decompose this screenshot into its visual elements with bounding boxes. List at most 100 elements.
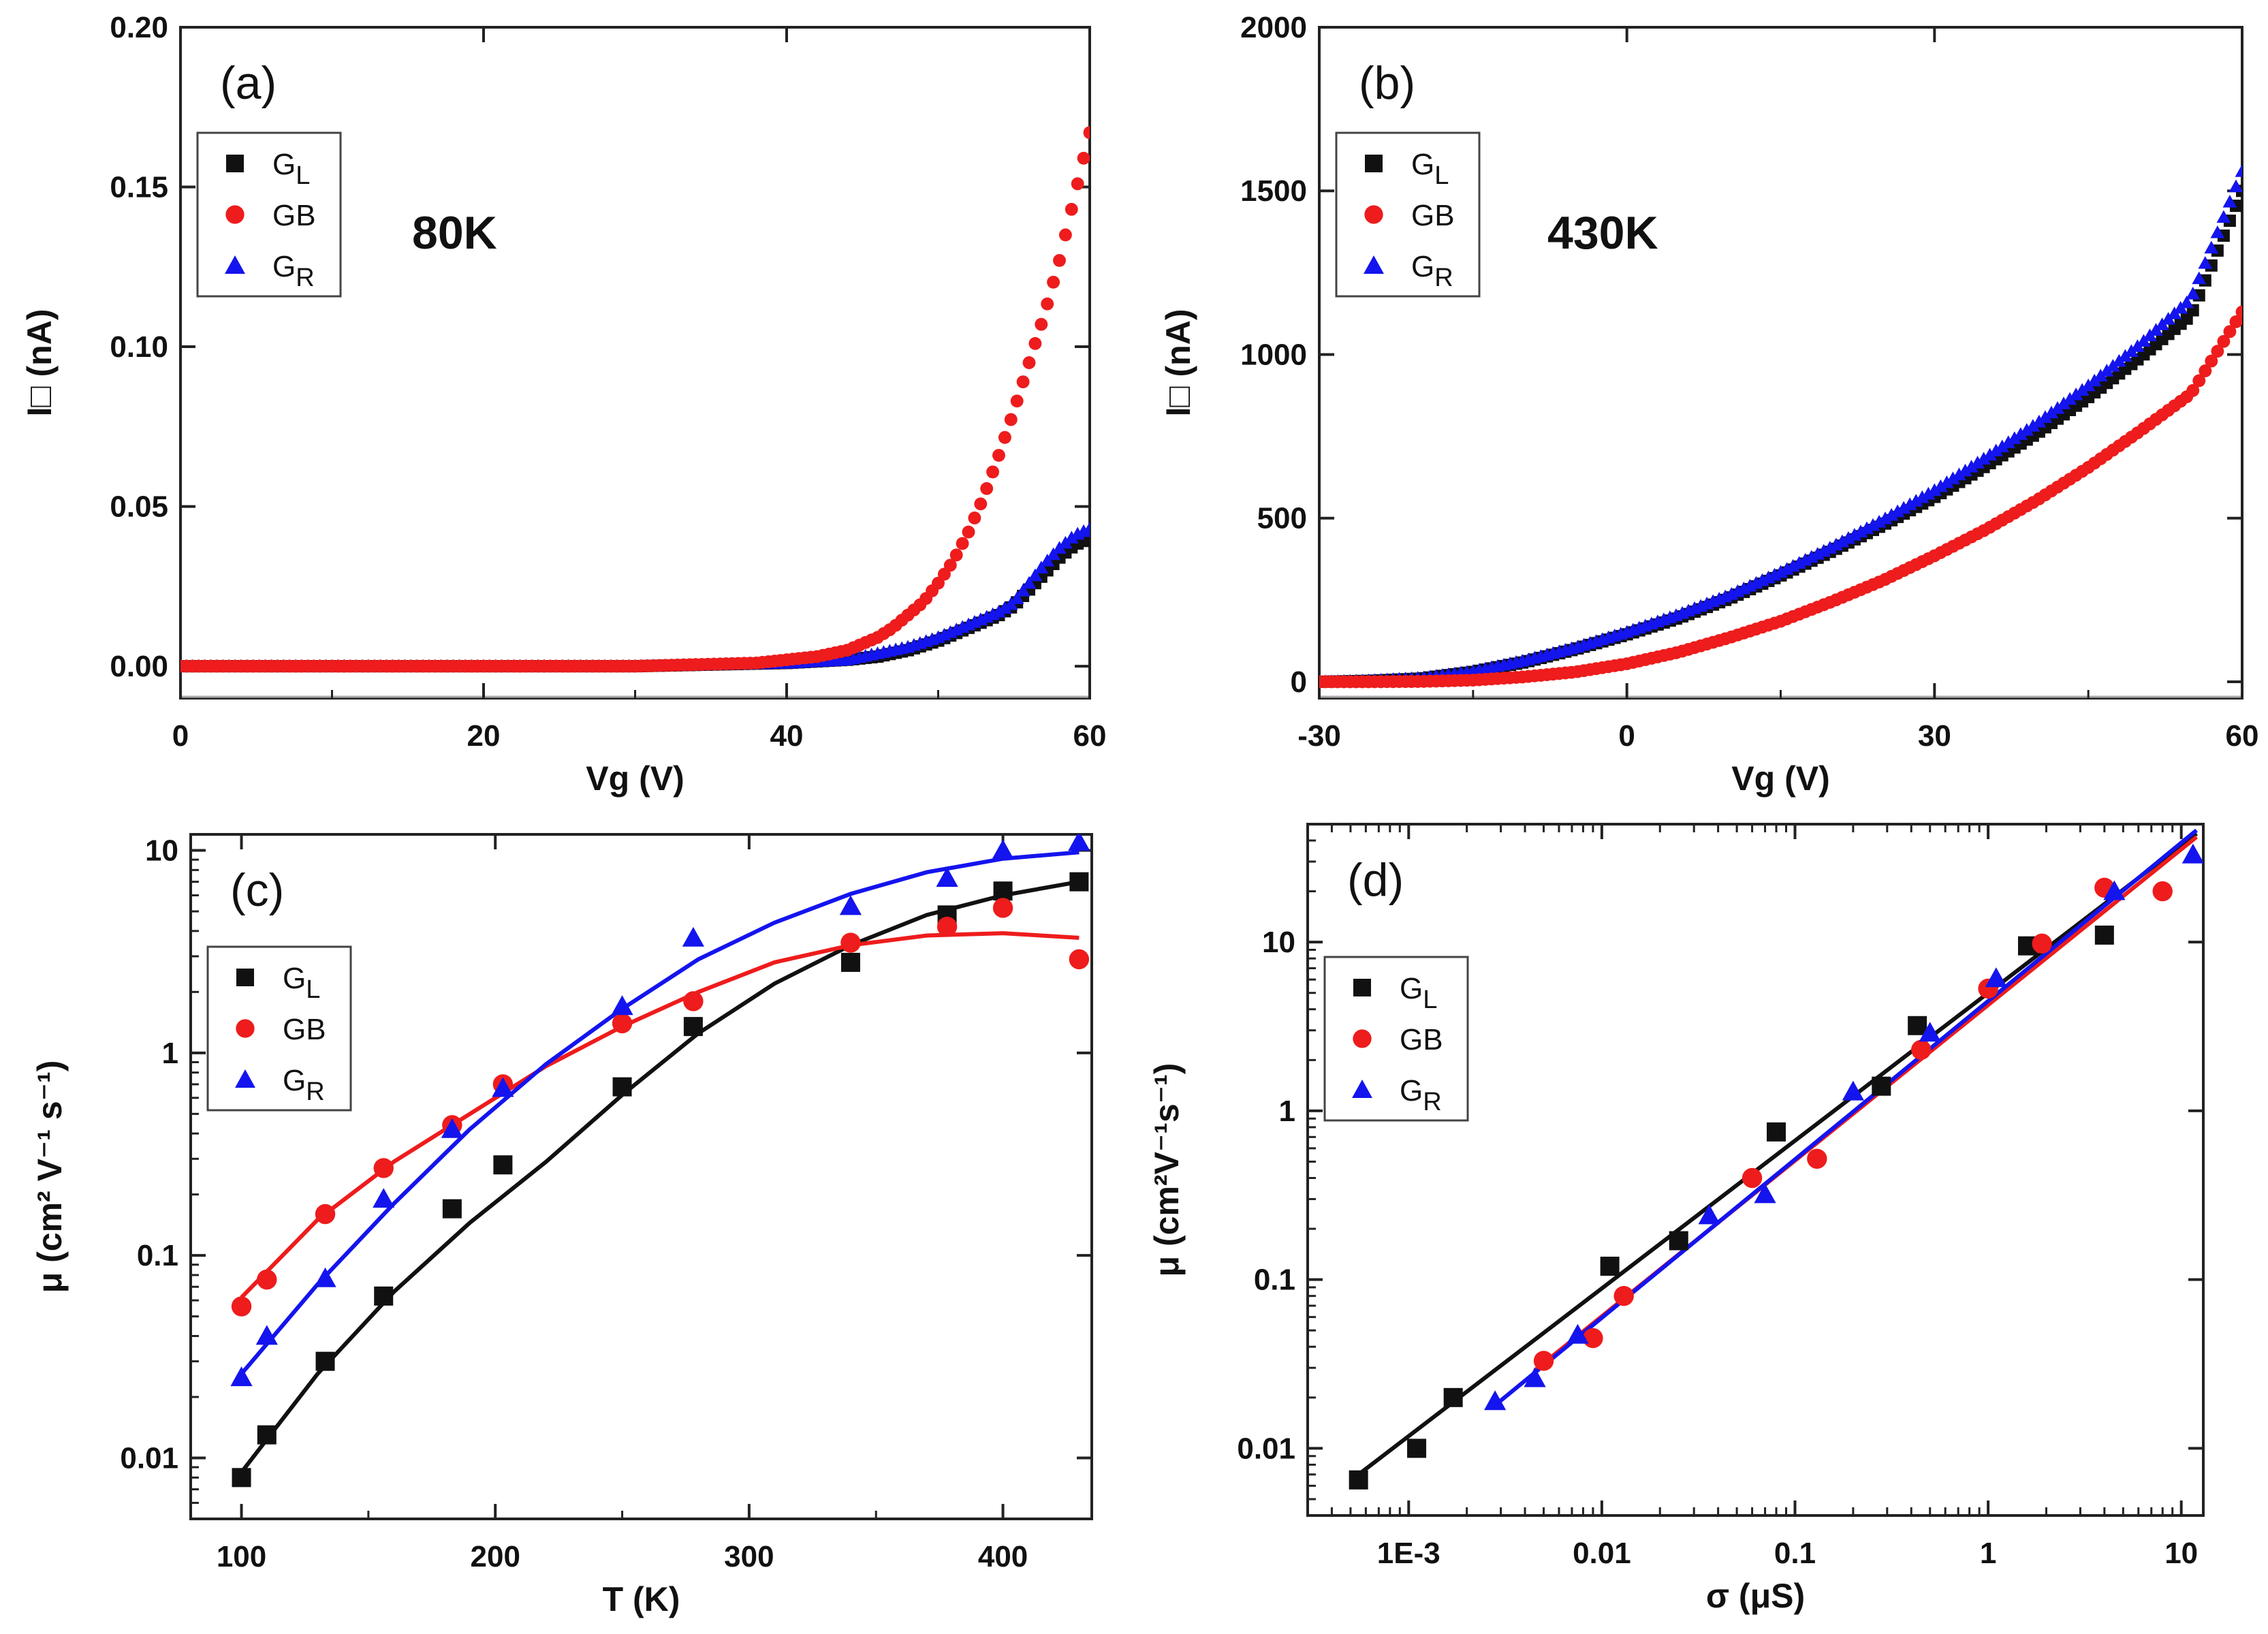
plot-frame xyxy=(179,26,1091,700)
data-point xyxy=(992,605,1006,618)
x-tick-label: 400 xyxy=(978,1540,1028,1573)
y-axis-label: I□ (nA) xyxy=(20,309,59,417)
x-tick-label: 1 xyxy=(1980,1537,1996,1570)
data-point xyxy=(1940,475,1954,488)
series-GR xyxy=(230,834,1090,1387)
series-GL xyxy=(1349,925,2114,1490)
data-point xyxy=(1983,447,1997,461)
series-GB xyxy=(231,898,1090,1317)
data-point xyxy=(1989,443,2004,457)
data-point xyxy=(2210,225,2225,238)
data-point xyxy=(1970,456,1985,469)
x-tick-label: 300 xyxy=(724,1540,774,1573)
data-point xyxy=(1010,394,1024,408)
fit-line-GR xyxy=(240,850,1080,1376)
legend-label: GB xyxy=(1411,199,1455,232)
x-tick-label: 1E-3 xyxy=(1377,1537,1440,1570)
data-point xyxy=(1890,504,1905,518)
data-point xyxy=(992,898,1013,918)
data-point xyxy=(314,1267,336,1287)
data-point xyxy=(315,1351,335,1371)
y-tick-label: 500 xyxy=(1257,502,1307,535)
x-tick-label: 0.1 xyxy=(1774,1537,1816,1570)
plot-area xyxy=(230,834,1090,1488)
data-point xyxy=(315,1204,336,1225)
data-point xyxy=(1069,949,1090,970)
data-point xyxy=(980,482,994,495)
fit-line-GR xyxy=(1494,828,2199,1407)
legend: GL GB GR xyxy=(196,131,342,298)
data-point xyxy=(232,1468,251,1488)
data-point xyxy=(1583,1327,1603,1349)
y-tick-label: 0.01 xyxy=(120,1441,178,1475)
data-point xyxy=(2044,405,2059,419)
panel-a: 0 20 40 60 0.00 0.05 0.10 0.15 0.20 Vg (V) I□ (nA)… xyxy=(20,11,1106,798)
data-point xyxy=(2068,388,2083,400)
panel-c: 100 200 300 400 0.01 0.1 1 10 T (K) μ (cm² V⁻¹ s⁻… xyxy=(31,833,1093,1618)
legend: GL GB GR xyxy=(206,945,352,1112)
data-point xyxy=(2192,374,2206,388)
data-point xyxy=(2186,286,2201,300)
data-point xyxy=(1934,479,1948,492)
data-point xyxy=(1041,297,1054,311)
data-point xyxy=(1069,872,1089,892)
y-tick-label: 1 xyxy=(162,1037,178,1070)
legend-label: GL xyxy=(1400,972,1437,1014)
data-point xyxy=(611,995,633,1016)
data-point xyxy=(1841,531,1856,544)
legend-marker xyxy=(236,1019,255,1038)
y-axis-label: I□ (nA) xyxy=(1159,309,1197,417)
y-tick-label: 0 xyxy=(1291,665,1307,699)
data-point xyxy=(2103,880,2126,900)
data-point xyxy=(1046,547,1060,561)
data-point xyxy=(1927,483,1942,497)
series-GR xyxy=(1484,843,2203,1411)
y-tick-label: 0.05 xyxy=(110,490,168,524)
data-point xyxy=(1009,591,1024,604)
data-point xyxy=(936,916,958,937)
data-point xyxy=(2205,354,2218,368)
legend-marker xyxy=(225,205,245,224)
data-point xyxy=(1754,1183,1776,1204)
y-tick-label: 10 xyxy=(1262,926,1295,959)
legend-marker xyxy=(236,969,254,986)
data-point xyxy=(2075,383,2090,396)
legend-label: GR xyxy=(1411,250,1453,292)
data-point xyxy=(2229,315,2242,328)
data-point xyxy=(992,449,1005,462)
data-point xyxy=(373,1158,394,1178)
data-point xyxy=(1407,1439,1427,1458)
legend-label: GR xyxy=(1400,1074,1442,1116)
data-point xyxy=(2235,164,2242,177)
data-point xyxy=(839,895,862,915)
data-point xyxy=(1872,514,1887,528)
data-point xyxy=(2217,334,2231,348)
data-point xyxy=(1823,541,1838,554)
legend-label: GB xyxy=(283,1013,326,1046)
plot-area xyxy=(1319,164,2242,689)
data-point xyxy=(1946,471,1960,484)
data-point xyxy=(1524,1367,1546,1387)
data-point xyxy=(1921,486,1936,500)
data-point xyxy=(956,537,969,550)
data-point xyxy=(1915,490,1930,503)
temperature-annotation: 80K xyxy=(412,207,497,259)
data-point xyxy=(230,1366,253,1387)
data-point xyxy=(1083,126,1090,140)
data-point xyxy=(1068,834,1090,851)
data-point xyxy=(2038,410,2053,423)
panel-label: (d) xyxy=(1347,854,1404,906)
legend-box xyxy=(206,945,352,1112)
y-tick-label: 0.15 xyxy=(110,171,168,204)
data-point xyxy=(682,926,704,947)
plot-frame xyxy=(1318,26,2243,700)
data-point xyxy=(441,1118,463,1138)
data-point xyxy=(493,1155,513,1175)
x-axis-label: σ (μS) xyxy=(1706,1577,1805,1615)
data-point xyxy=(1566,1323,1589,1344)
x-tick-label: 30 xyxy=(1918,719,1951,753)
legend-label: GB xyxy=(272,199,316,232)
y-tick-label: 0.10 xyxy=(110,330,168,364)
legend-marker xyxy=(226,155,244,172)
data-point xyxy=(1077,151,1090,165)
